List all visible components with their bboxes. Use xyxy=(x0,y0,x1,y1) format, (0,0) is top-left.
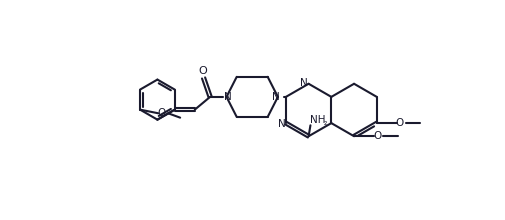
Text: NH: NH xyxy=(310,115,325,125)
Text: N: N xyxy=(272,92,279,102)
Text: N: N xyxy=(300,78,308,88)
Text: O: O xyxy=(197,66,207,76)
Text: N: N xyxy=(277,119,285,129)
Text: N: N xyxy=(224,92,232,102)
Text: O: O xyxy=(372,131,380,141)
Text: O: O xyxy=(395,118,403,128)
Text: ₂: ₂ xyxy=(323,118,326,127)
Text: O: O xyxy=(158,108,166,118)
